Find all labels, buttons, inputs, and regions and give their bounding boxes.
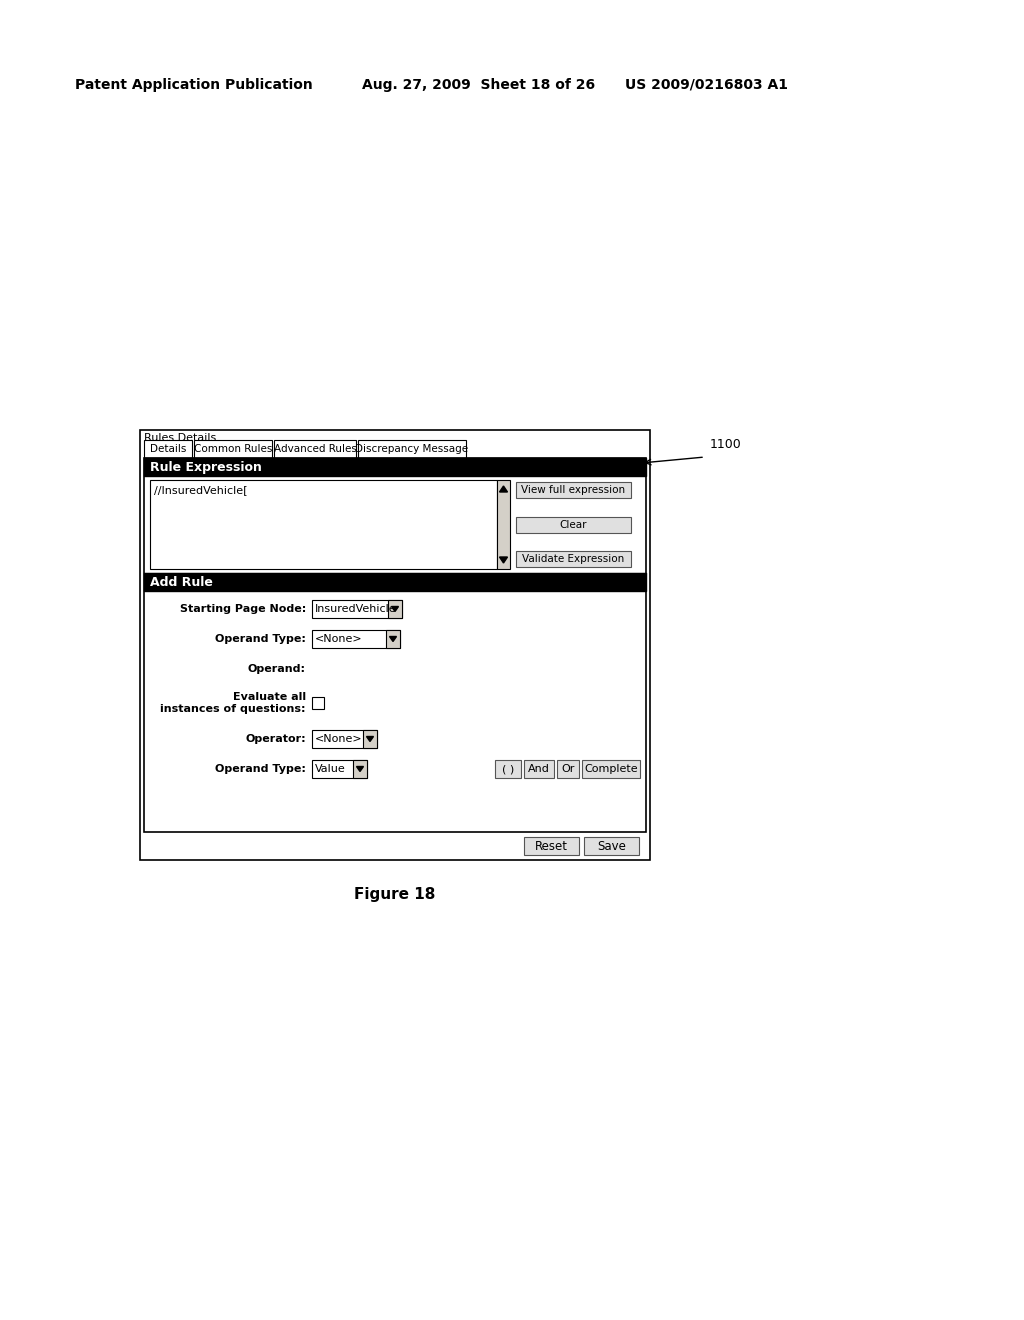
- Bar: [524, 760, 554, 777]
- Text: Add Rule: Add Rule: [150, 576, 213, 589]
- Text: Reset: Reset: [535, 840, 568, 853]
- Bar: [312, 601, 402, 618]
- Text: Discrepancy Message: Discrepancy Message: [355, 444, 469, 454]
- Text: Common Rules: Common Rules: [194, 444, 272, 454]
- Polygon shape: [500, 557, 508, 564]
- Text: Clear: Clear: [560, 520, 587, 529]
- Bar: [495, 760, 521, 777]
- Bar: [516, 482, 631, 498]
- Text: Operator:: Operator:: [246, 734, 306, 744]
- Polygon shape: [367, 737, 374, 742]
- Polygon shape: [356, 767, 364, 771]
- Text: Advanced Rules: Advanced Rules: [273, 444, 356, 454]
- Bar: [144, 440, 193, 458]
- Bar: [362, 730, 377, 748]
- Bar: [516, 550, 631, 568]
- Bar: [144, 458, 646, 832]
- Bar: [497, 480, 510, 569]
- Bar: [312, 760, 367, 777]
- Text: Operand Type:: Operand Type:: [215, 764, 306, 774]
- Bar: [194, 440, 272, 458]
- Bar: [584, 837, 639, 855]
- Text: Rules Details: Rules Details: [144, 433, 216, 444]
- Text: Operand:: Operand:: [248, 664, 306, 675]
- Bar: [312, 630, 400, 648]
- Text: US 2009/0216803 A1: US 2009/0216803 A1: [625, 78, 788, 92]
- Polygon shape: [391, 606, 398, 611]
- Bar: [516, 516, 631, 532]
- Text: ( ): ( ): [502, 764, 514, 774]
- Polygon shape: [389, 636, 396, 642]
- Bar: [140, 430, 650, 861]
- Text: Details: Details: [150, 444, 186, 454]
- Text: View full expression: View full expression: [521, 484, 626, 495]
- Bar: [557, 760, 579, 777]
- Text: <None>: <None>: [315, 734, 362, 744]
- Polygon shape: [500, 486, 508, 492]
- Text: Starting Page Node:: Starting Page Node:: [180, 605, 306, 614]
- Text: Rule Expression: Rule Expression: [150, 461, 262, 474]
- Bar: [274, 440, 356, 458]
- Text: //InsuredVehicle[: //InsuredVehicle[: [154, 484, 248, 495]
- Text: 1100: 1100: [710, 438, 741, 451]
- Text: Save: Save: [597, 840, 626, 853]
- Bar: [358, 440, 466, 458]
- Bar: [312, 730, 377, 748]
- Text: instances of questions:: instances of questions:: [161, 704, 306, 714]
- Text: InsuredVehicle: InsuredVehicle: [315, 605, 396, 614]
- Text: Validate Expression: Validate Expression: [522, 554, 625, 564]
- Text: Operand Type:: Operand Type:: [215, 634, 306, 644]
- Bar: [144, 458, 646, 477]
- Text: Figure 18: Figure 18: [354, 887, 435, 903]
- Bar: [524, 837, 579, 855]
- Text: And: And: [528, 764, 550, 774]
- Text: Or: Or: [561, 764, 574, 774]
- Text: Value: Value: [315, 764, 346, 774]
- Bar: [582, 760, 640, 777]
- Bar: [150, 480, 497, 569]
- Text: Complete: Complete: [584, 764, 638, 774]
- Text: Aug. 27, 2009  Sheet 18 of 26: Aug. 27, 2009 Sheet 18 of 26: [362, 78, 595, 92]
- Text: Evaluate all: Evaluate all: [232, 692, 306, 702]
- Text: <None>: <None>: [315, 634, 362, 644]
- Bar: [386, 630, 400, 648]
- Bar: [144, 573, 646, 591]
- Bar: [388, 601, 402, 618]
- Text: Patent Application Publication: Patent Application Publication: [75, 78, 312, 92]
- Bar: [353, 760, 367, 777]
- Bar: [312, 697, 324, 709]
